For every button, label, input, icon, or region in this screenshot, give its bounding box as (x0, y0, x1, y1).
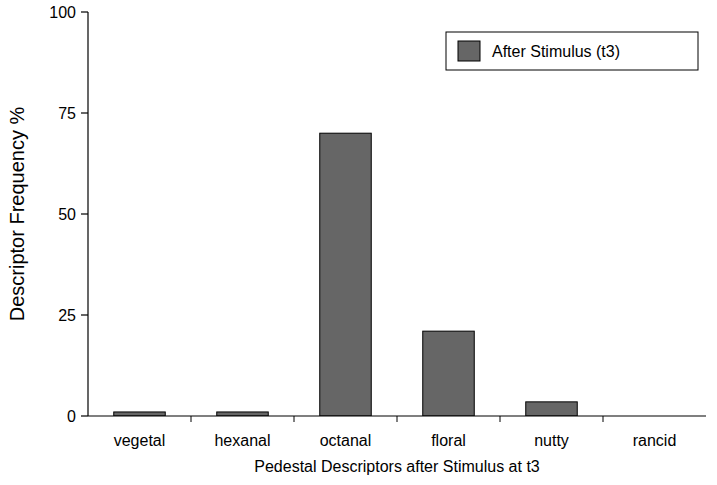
legend-swatch (458, 41, 480, 61)
x-divider (191, 416, 192, 422)
x-tick-label: vegetal (114, 432, 166, 449)
y-tick (81, 11, 88, 12)
bars (114, 133, 578, 416)
x-tick-label: octanal (320, 432, 372, 449)
y-tick-label: 50 (58, 206, 76, 223)
bar (526, 402, 578, 416)
legend: After Stimulus (t3) (446, 32, 698, 70)
x-divider (294, 416, 295, 422)
bar (320, 133, 372, 416)
bar (423, 331, 475, 416)
x-tick-label: rancid (633, 432, 677, 449)
x-tick-label: floral (431, 432, 466, 449)
x-divider (397, 416, 398, 422)
x-divider (603, 416, 604, 422)
y-tick (81, 213, 88, 214)
chart-container: 0 25 50 75 100 vegetal hexanal octanal floral nut… (0, 0, 717, 485)
x-tick-label: nutty (534, 432, 569, 449)
y-tick (81, 415, 88, 416)
y-tick-label: 75 (58, 105, 76, 122)
y-axis-label: Descriptor Frequency % (6, 107, 28, 322)
x-axis-label: Pedestal Descriptors after Stimulus at t… (254, 458, 540, 475)
y-tick-label: 25 (58, 307, 76, 324)
y-tick-label: 0 (67, 408, 76, 425)
bar (217, 412, 269, 416)
bar (114, 412, 166, 416)
y-tick (81, 314, 88, 315)
legend-box (446, 32, 698, 70)
legend-label: After Stimulus (t3) (492, 43, 620, 60)
y-tick (81, 112, 88, 113)
x-divider (500, 416, 501, 422)
y-tick-label: 100 (49, 4, 76, 21)
chart-svg: 0 25 50 75 100 vegetal hexanal octanal floral nut… (0, 0, 717, 485)
x-tick-label: hexanal (214, 432, 270, 449)
